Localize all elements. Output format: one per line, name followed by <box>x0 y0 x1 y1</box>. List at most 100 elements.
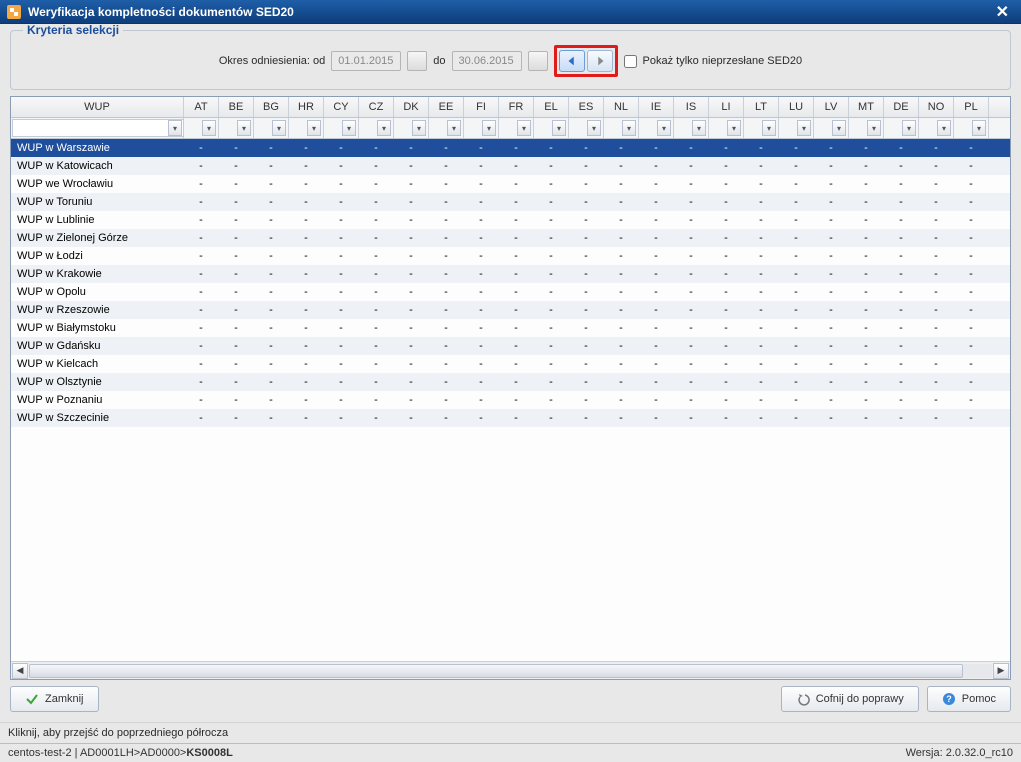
col-header-de[interactable]: DE <box>884 97 919 117</box>
table-row[interactable]: WUP w Toruniu----------------------- <box>11 193 1010 211</box>
table-row[interactable]: WUP w Olsztynie----------------------- <box>11 373 1010 391</box>
col-header-no[interactable]: NO <box>919 97 954 117</box>
cell-value: - <box>604 196 639 208</box>
filter-dropdown-dk[interactable]: ▾ <box>412 120 426 136</box>
col-header-fr[interactable]: FR <box>499 97 534 117</box>
filter-dropdown-be[interactable]: ▾ <box>237 120 251 136</box>
filter-dropdown-ie[interactable]: ▾ <box>657 120 671 136</box>
date-to-input[interactable] <box>452 51 522 71</box>
table-row[interactable]: WUP w Rzeszowie----------------------- <box>11 301 1010 319</box>
col-header-el[interactable]: EL <box>534 97 569 117</box>
cell-value: - <box>499 232 534 244</box>
col-header-li[interactable]: LI <box>709 97 744 117</box>
filter-dropdown-wup[interactable]: ▾ <box>168 120 182 136</box>
filter-dropdown-lv[interactable]: ▾ <box>832 120 846 136</box>
filter-dropdown-mt[interactable]: ▾ <box>867 120 881 136</box>
cell-wup-name: WUP w Szczecinie <box>11 412 184 424</box>
table-row[interactable]: WUP w Kielcach----------------------- <box>11 355 1010 373</box>
table-row[interactable]: WUP w Poznaniu----------------------- <box>11 391 1010 409</box>
col-header-is[interactable]: IS <box>674 97 709 117</box>
col-header-cz[interactable]: CZ <box>359 97 394 117</box>
zamknij-button[interactable]: Zamknij <box>10 686 99 712</box>
filter-dropdown-lu[interactable]: ▾ <box>797 120 811 136</box>
table-row[interactable]: WUP w Opolu----------------------- <box>11 283 1010 301</box>
col-header-at[interactable]: AT <box>184 97 219 117</box>
filter-dropdown-de[interactable]: ▾ <box>902 120 916 136</box>
cell-value: - <box>569 286 604 298</box>
cell-value: - <box>534 358 569 370</box>
col-header-lv[interactable]: LV <box>814 97 849 117</box>
horizontal-scrollbar[interactable]: ◀ ▶ <box>11 661 1010 679</box>
col-header-cy[interactable]: CY <box>324 97 359 117</box>
filter-dropdown-cy[interactable]: ▾ <box>342 120 356 136</box>
col-header-pl[interactable]: PL <box>954 97 989 117</box>
table-row[interactable]: WUP w Warszawie----------------------- <box>11 139 1010 157</box>
show-unsent-checkbox[interactable] <box>624 55 637 68</box>
filter-dropdown-fr[interactable]: ▾ <box>517 120 531 136</box>
filter-dropdown-pl[interactable]: ▾ <box>972 120 986 136</box>
cell-value: - <box>814 196 849 208</box>
table-row[interactable]: WUP w Łodzi----------------------- <box>11 247 1010 265</box>
col-header-be[interactable]: BE <box>219 97 254 117</box>
cell-value: - <box>289 250 324 262</box>
scroll-right-icon[interactable]: ▶ <box>993 663 1009 679</box>
table-row[interactable]: WUP w Lublinie----------------------- <box>11 211 1010 229</box>
filter-dropdown-bg[interactable]: ▾ <box>272 120 286 136</box>
cell-value: - <box>254 160 289 172</box>
cell-value: - <box>954 232 989 244</box>
next-period-button[interactable] <box>587 50 613 72</box>
col-header-lu[interactable]: LU <box>779 97 814 117</box>
filter-dropdown-nl[interactable]: ▾ <box>622 120 636 136</box>
date-to-calendar-button[interactable] <box>528 51 548 71</box>
scroll-left-icon[interactable]: ◀ <box>12 663 28 679</box>
cell-value: - <box>184 304 219 316</box>
table-row[interactable]: WUP we Wrocławiu----------------------- <box>11 175 1010 193</box>
filter-dropdown-ee[interactable]: ▾ <box>447 120 461 136</box>
filter-dropdown-hr[interactable]: ▾ <box>307 120 321 136</box>
col-header-mt[interactable]: MT <box>849 97 884 117</box>
col-header-ie[interactable]: IE <box>639 97 674 117</box>
cell-value: - <box>744 160 779 172</box>
filter-dropdown-li[interactable]: ▾ <box>727 120 741 136</box>
col-header-dk[interactable]: DK <box>394 97 429 117</box>
pomoc-button[interactable]: ? Pomoc <box>927 686 1011 712</box>
filter-dropdown-fi[interactable]: ▾ <box>482 120 496 136</box>
filter-input-wup[interactable] <box>12 119 184 137</box>
prev-period-button[interactable] <box>559 50 585 72</box>
filter-dropdown-is[interactable]: ▾ <box>692 120 706 136</box>
col-header-es[interactable]: ES <box>569 97 604 117</box>
col-header-ee[interactable]: EE <box>429 97 464 117</box>
col-header-nl[interactable]: NL <box>604 97 639 117</box>
table-row[interactable]: WUP w Gdańsku----------------------- <box>11 337 1010 355</box>
table-row[interactable]: WUP w Szczecinie----------------------- <box>11 409 1010 427</box>
cell-value: - <box>534 340 569 352</box>
filter-dropdown-lt[interactable]: ▾ <box>762 120 776 136</box>
filter-dropdown-el[interactable]: ▾ <box>552 120 566 136</box>
cell-value: - <box>464 178 499 190</box>
col-header-lt[interactable]: LT <box>744 97 779 117</box>
cell-value: - <box>289 322 324 334</box>
cell-value: - <box>394 160 429 172</box>
table-row[interactable]: WUP w Katowicach----------------------- <box>11 157 1010 175</box>
cell-wup-name: WUP w Rzeszowie <box>11 304 184 316</box>
col-header-wup[interactable]: WUP <box>11 97 184 117</box>
hint-text: Kliknij, aby przejść do poprzedniego pół… <box>0 722 1021 743</box>
table-row[interactable]: WUP w Krakowie----------------------- <box>11 265 1010 283</box>
table-row[interactable]: WUP w Białymstoku----------------------- <box>11 319 1010 337</box>
cell-wup-name: WUP w Lublinie <box>11 214 184 226</box>
cell-value: - <box>499 376 534 388</box>
col-header-hr[interactable]: HR <box>289 97 324 117</box>
date-from-calendar-button[interactable] <box>407 51 427 71</box>
close-icon[interactable]: ✕ <box>990 2 1015 22</box>
cofnij-button[interactable]: Cofnij do poprawy <box>781 686 919 712</box>
col-header-fi[interactable]: FI <box>464 97 499 117</box>
filter-dropdown-es[interactable]: ▾ <box>587 120 601 136</box>
date-from-input[interactable] <box>331 51 401 71</box>
cell-value: - <box>954 322 989 334</box>
filter-dropdown-no[interactable]: ▾ <box>937 120 951 136</box>
cell-value: - <box>954 394 989 406</box>
filter-dropdown-cz[interactable]: ▾ <box>377 120 391 136</box>
col-header-bg[interactable]: BG <box>254 97 289 117</box>
table-row[interactable]: WUP w Zielonej Górze--------------------… <box>11 229 1010 247</box>
filter-dropdown-at[interactable]: ▾ <box>202 120 216 136</box>
